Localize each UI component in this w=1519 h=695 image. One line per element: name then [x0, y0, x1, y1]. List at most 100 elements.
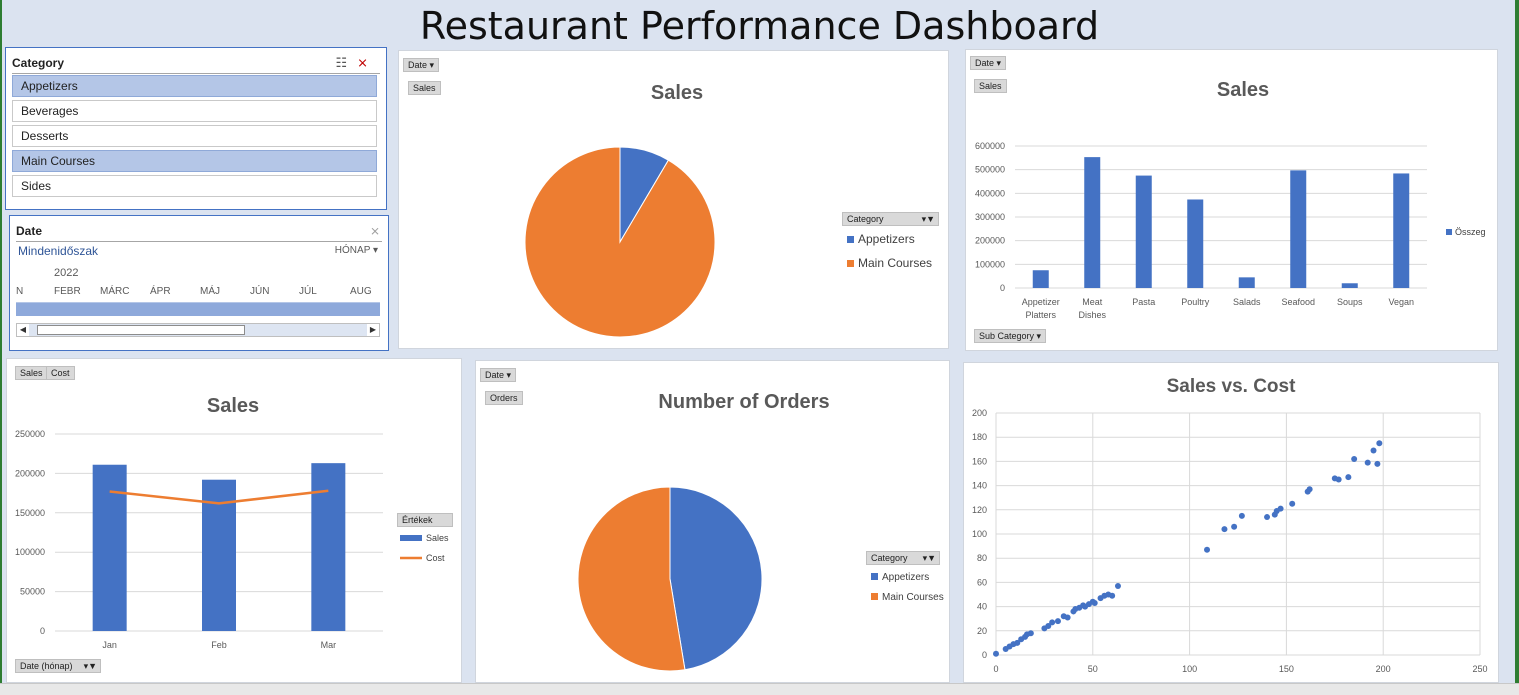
scatter-point	[1306, 486, 1313, 493]
legend-swatch	[847, 236, 854, 243]
date-month-filter-button[interactable]: Date (hónap) ▾▼	[15, 659, 101, 673]
x-tick-label: Seafood	[1281, 297, 1315, 307]
scroll-right-icon[interactable]: ▶	[367, 324, 379, 336]
legend-label: Appetizers	[858, 232, 915, 246]
timeline-scroll-thumb[interactable]	[37, 325, 245, 335]
scatter-point	[1238, 512, 1245, 519]
combo-sales-chart: Sales 0 50000 100000 150000 200000 250000 Jan Fe…	[15, 395, 449, 650]
scatter-point	[1054, 618, 1061, 625]
slicer-item[interactable]: Appetizers	[12, 75, 377, 97]
y-tick-label: 80	[977, 553, 987, 563]
x-tick-label: Soups	[1337, 297, 1363, 307]
slicer-item[interactable]: Beverages	[12, 100, 377, 122]
legend-swatch	[400, 535, 422, 541]
multi-select-icon[interactable]: ☷	[335, 55, 358, 70]
filter-icon: ▾▼	[83, 661, 97, 671]
sales-values-button[interactable]: Sales	[408, 81, 441, 95]
bar-sales-panel: Sales 0 100000 200000 300000 400000 500000 6000…	[965, 49, 1498, 351]
scatter-point	[1204, 546, 1211, 553]
y-tick-label: 100000	[15, 547, 45, 557]
timeline-selection-bar[interactable]	[16, 302, 380, 316]
bar	[1341, 283, 1358, 288]
chart-title: Sales	[651, 82, 703, 104]
date-filter-button[interactable]: Date ▾	[403, 58, 440, 72]
x-tick-label: Dishes	[1078, 310, 1106, 320]
clear-filter-icon[interactable]: ⨯	[369, 224, 380, 238]
sheet-bottom-strip	[0, 683, 1519, 695]
window-edge-right	[1515, 0, 1519, 683]
scatter-point	[1045, 622, 1052, 629]
legend-swatch	[847, 260, 854, 267]
scatter-point	[1289, 500, 1296, 507]
y-tick-label: 0	[982, 650, 987, 660]
date-filter-button[interactable]: Date ▾	[480, 368, 517, 382]
filter-icon: ▾▼	[921, 214, 935, 224]
legend-label: Sales	[426, 533, 449, 543]
x-tick-label: 100	[1182, 664, 1197, 674]
pie-slice	[669, 486, 763, 671]
category-filter-button[interactable]: Category ▾▼	[842, 212, 939, 226]
scatter-point	[1376, 440, 1383, 447]
timeline-month-label[interactable]: JÚL	[299, 286, 317, 297]
y-tick-label: 180	[972, 432, 987, 442]
bar	[1290, 170, 1307, 288]
timeline-period-label[interactable]: Mindenidőszak	[18, 244, 99, 258]
timeline-month-label[interactable]: FEBR	[54, 286, 81, 297]
scatter-point	[1374, 460, 1381, 467]
clear-filter-icon[interactable]: ⨯	[357, 55, 378, 70]
y-tick-label: 20	[977, 626, 987, 636]
y-tick-label: 200000	[15, 468, 45, 478]
y-tick-label: 140	[972, 481, 987, 491]
slicer-item[interactable]: Desserts	[12, 125, 377, 147]
x-tick-label: Salads	[1233, 297, 1261, 307]
legend-label: Cost	[426, 553, 445, 563]
date-timeline-title: Date	[16, 224, 43, 238]
y-tick-label: 160	[972, 456, 987, 466]
y-tick-label: 400000	[975, 188, 1005, 198]
x-tick-label: 50	[1088, 664, 1098, 674]
bar	[1238, 277, 1255, 288]
legend-swatch	[871, 573, 878, 580]
timeline-month-label[interactable]: JÚN	[250, 286, 270, 297]
sales-values-button[interactable]: Sales	[974, 79, 1007, 93]
timeline-unit-dropdown[interactable]: HÓNAP ▾	[334, 245, 378, 256]
scatter-point	[1277, 505, 1284, 512]
slicer-item[interactable]: Sides	[12, 175, 377, 197]
scatter-point	[1014, 639, 1021, 646]
y-tick-label: 50000	[20, 587, 45, 597]
combo-sales-panel: Sales 0 50000 100000 150000 200000 250000 Jan Fe…	[6, 358, 462, 683]
y-tick-label: 100000	[975, 259, 1005, 269]
timeline-month-label[interactable]: ÁPR	[150, 286, 171, 297]
scatter-point	[1114, 583, 1121, 590]
scatter-point	[1264, 514, 1271, 521]
x-tick-label: Mar	[321, 640, 337, 650]
bar	[92, 464, 127, 631]
x-tick-label: Vegan	[1388, 297, 1414, 307]
timeline-scrollbar[interactable]: ◀ ▶	[16, 323, 380, 337]
category-slicer-title: Category	[12, 56, 65, 70]
category-filter-button[interactable]: Category ▾▼	[866, 551, 940, 565]
timeline-year: 2022	[54, 267, 79, 279]
scroll-left-icon[interactable]: ◀	[17, 324, 29, 336]
date-filter-button[interactable]: Date ▾	[970, 56, 1007, 70]
sub-category-filter-button[interactable]: Sub Category ▾	[974, 329, 1047, 343]
values-legend-header[interactable]: Értékek	[397, 513, 453, 527]
cost-line	[109, 489, 329, 505]
x-tick-label: 200	[1376, 664, 1391, 674]
y-tick-label: 500000	[975, 165, 1005, 175]
y-tick-label: 100	[972, 529, 987, 539]
timeline-month-label[interactable]: MÁJ	[200, 286, 220, 297]
pie-orders-panel: Number of Orders Appetizers Main Courses D…	[475, 360, 950, 683]
orders-values-button[interactable]: Orders	[485, 391, 523, 405]
scatter-point	[1370, 447, 1377, 454]
dashboard-title: Restaurant Performance Dashboard	[419, 4, 1100, 48]
category-slicer: Category ☷⨯ Appetizers Beverages Desserts M…	[5, 47, 387, 210]
timeline-month-label[interactable]: AUG	[350, 286, 372, 297]
x-tick-label: 250	[1472, 664, 1487, 674]
cost-values-button[interactable]: Cost	[46, 366, 75, 380]
timeline-month-label[interactable]: MÁRC	[100, 286, 130, 297]
timeline-month-label[interactable]: N	[16, 286, 24, 297]
legend-label: Összeg	[1455, 227, 1486, 237]
slicer-item[interactable]: Main Courses	[12, 150, 377, 172]
sales-values-button[interactable]: Sales	[15, 366, 48, 380]
